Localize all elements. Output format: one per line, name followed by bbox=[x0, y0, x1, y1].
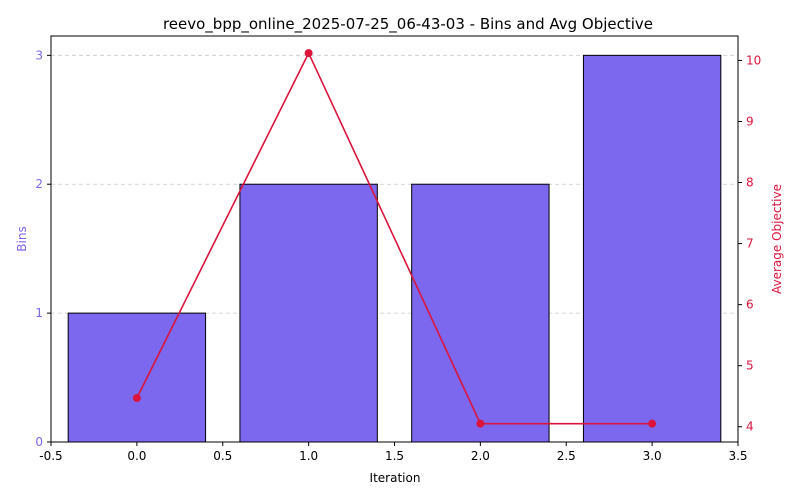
bars bbox=[67, 54, 722, 443]
y-right-tick-label: 8 bbox=[746, 176, 754, 190]
y-left-tick-label: 0 bbox=[35, 435, 43, 449]
line-point bbox=[476, 419, 485, 428]
y-axis-right: 4 5 6 7 8 9 10 bbox=[738, 53, 761, 434]
x-tick-label: 1.5 bbox=[385, 449, 404, 463]
bar bbox=[582, 54, 722, 443]
line-point bbox=[132, 394, 141, 403]
line-point bbox=[304, 49, 313, 58]
series-line bbox=[136, 51, 653, 425]
y-axis-left-title: Bins bbox=[15, 226, 29, 251]
bar bbox=[67, 312, 207, 443]
y-axis-left: 0 1 2 3 bbox=[35, 48, 51, 449]
x-tick-label: 3.0 bbox=[643, 449, 662, 463]
y-right-tick-label: 5 bbox=[746, 359, 754, 373]
x-tick-label: 2.5 bbox=[557, 449, 576, 463]
y-right-tick-label: 6 bbox=[746, 298, 754, 312]
x-tick-label: 0.0 bbox=[127, 449, 146, 463]
x-tick-label: 1.0 bbox=[299, 449, 318, 463]
line-point bbox=[648, 419, 657, 428]
y-left-tick-label: 1 bbox=[35, 306, 43, 320]
y-right-tick-label: 9 bbox=[746, 114, 754, 128]
y-axis-right-title: Average Objective bbox=[770, 184, 784, 294]
y-right-tick-label: 4 bbox=[746, 420, 754, 434]
x-tick-label: 2.0 bbox=[471, 449, 490, 463]
y-left-tick-label: 2 bbox=[35, 177, 43, 191]
y-right-tick-label: 10 bbox=[746, 53, 761, 67]
x-axis-title: Iteration bbox=[370, 471, 421, 485]
x-tick-label: 0.5 bbox=[213, 449, 232, 463]
y-left-tick-label: 3 bbox=[35, 48, 43, 62]
bar bbox=[411, 183, 550, 443]
x-tick-label: 3.5 bbox=[728, 449, 747, 463]
chart-title: reevo_bpp_online_2025-07-25_06-43-03 - B… bbox=[163, 15, 653, 34]
bar bbox=[239, 183, 378, 443]
x-axis: -0.5 0.0 0.5 1.0 1.5 2.0 2.5 3.0 3.5 bbox=[39, 442, 748, 463]
line-series bbox=[132, 49, 657, 428]
x-tick-label: -0.5 bbox=[39, 449, 62, 463]
y-right-tick-label: 7 bbox=[746, 237, 754, 251]
